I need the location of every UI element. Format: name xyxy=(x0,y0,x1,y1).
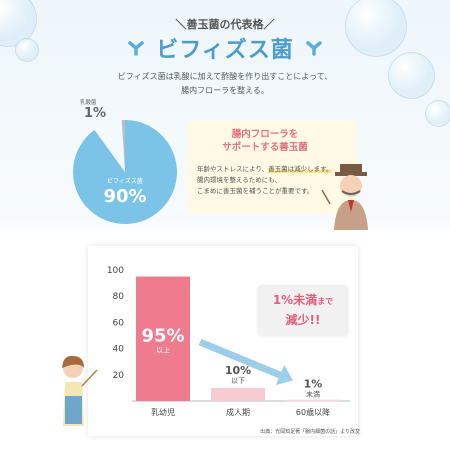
bubble-decoration xyxy=(345,0,407,57)
chart-card xyxy=(88,246,358,436)
pie-slice-lactobacillus xyxy=(121,120,125,172)
bacteria-pie-chart xyxy=(72,120,177,224)
bar-value-sublabel: 未満 xyxy=(306,390,320,399)
callout-text: 1%未満まで xyxy=(258,291,348,308)
pie-main-label: ビフィズス菌 xyxy=(107,178,143,185)
info-text-line: 年齢やストレスにより、善玉菌は減少します。 xyxy=(197,164,357,175)
bar-value-label: 95% xyxy=(141,325,184,346)
bar xyxy=(136,276,190,401)
bar-value-label: 10% xyxy=(225,364,251,377)
callout-box xyxy=(258,285,348,335)
y-tick-label: 20 xyxy=(113,371,125,381)
pie-small-value: 1% xyxy=(84,106,107,121)
info-text-line: 腸内環境を整えるためにも、 xyxy=(197,176,282,184)
kicker-text: ＼善玉菌の代表格／ xyxy=(175,18,275,31)
bar-value-sublabel: 以上 xyxy=(156,345,170,354)
y-tick-label: 100 xyxy=(107,266,124,276)
y-tick-label: 60 xyxy=(113,318,125,328)
info-text-highlight: 善玉菌は減少します。 xyxy=(268,165,333,173)
bubble-decoration xyxy=(15,38,39,62)
bifidobacterium-icon xyxy=(128,41,144,56)
pie-main-value: 90% xyxy=(103,186,147,207)
info-text: 年齢やストレスにより、善玉菌は減少します。 腸内環境を整えるためにも、 こまめに… xyxy=(197,164,357,197)
info-title-line: サポートする善玉菌 xyxy=(222,142,308,153)
callout-suffix: まで xyxy=(317,297,334,306)
bar xyxy=(211,387,265,401)
bar-value-sublabel: 以下 xyxy=(231,377,245,385)
title-row: ビフィズス菌 xyxy=(0,32,450,64)
lead-line: ビフィズス菌は乳酸に加えて酢酸を作り出すことによって、 xyxy=(117,72,333,81)
pie-small-label: 乳酸菌 xyxy=(80,100,97,106)
lead-line: 腸内フローラを整える。 xyxy=(181,86,269,95)
decline-arrow-shaft xyxy=(198,338,282,379)
professor-illustration xyxy=(321,164,368,230)
info-text-line: こまめに善玉菌を補うことが重要です。 xyxy=(197,187,314,195)
bar-value-label: 1% xyxy=(304,378,323,391)
source-note: 出典：光岡知足著「腸内細菌の話」より改変 xyxy=(260,429,360,435)
bar xyxy=(286,399,340,402)
page-title: ビフィズス菌 xyxy=(156,38,294,63)
x-tick-label: 乳幼児 xyxy=(151,407,175,417)
x-tick-label: 60歳以降 xyxy=(296,407,330,417)
decline-arrow-head xyxy=(275,364,293,386)
y-tick-label: 80 xyxy=(113,292,125,302)
bubble-decoration xyxy=(388,52,435,99)
info-title: 腸内フローラを サポートする善玉菌 xyxy=(187,128,343,154)
woman-illustration xyxy=(62,355,98,426)
callout-value: 1%未満 xyxy=(272,293,318,307)
bifidobacterium-icon xyxy=(306,41,322,56)
bubble-decoration xyxy=(425,100,450,127)
info-text-before: 年齢やストレスにより、 xyxy=(197,165,269,173)
lead-text: ビフィズス菌は乳酸に加えて酢酸を作り出すことによって、 腸内フローラを整える。 xyxy=(60,70,390,98)
x-tick-label: 成人期 xyxy=(226,407,250,417)
info-title-line: 腸内フローラを xyxy=(231,129,299,140)
bubble-decoration xyxy=(0,0,37,47)
pie-slice-bifidobacteria xyxy=(72,120,177,224)
y-tick-label: 40 xyxy=(113,345,125,355)
callout-emphasis: 減少!! xyxy=(285,313,321,327)
